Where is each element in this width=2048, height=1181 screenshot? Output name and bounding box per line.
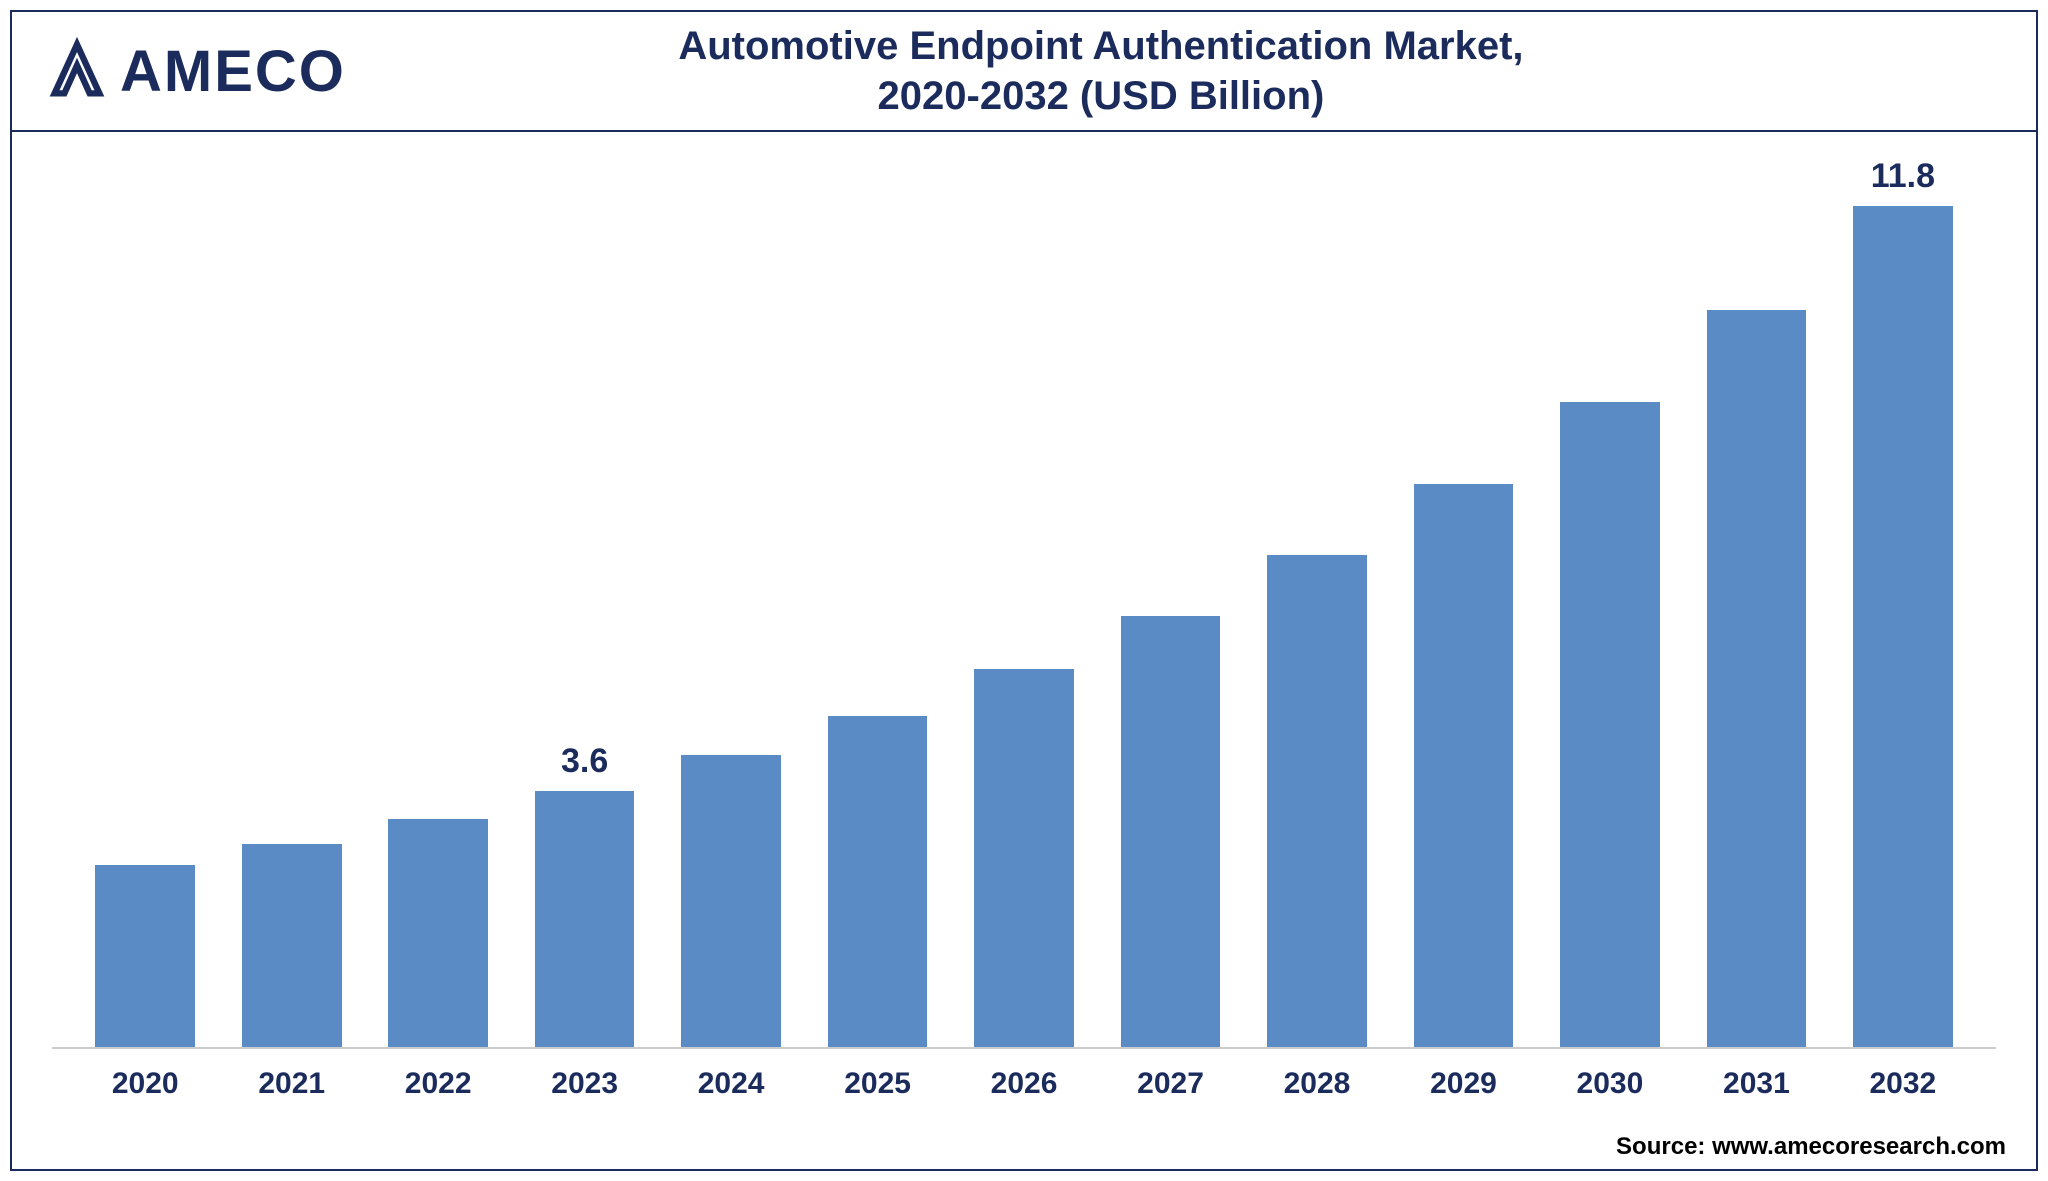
bar-group: 11.8 (1830, 192, 1976, 1047)
bar-group (1683, 192, 1829, 1047)
bar (535, 791, 635, 1048)
logo-icon (42, 36, 112, 106)
bar-group (218, 192, 364, 1047)
bar-group (1390, 192, 1536, 1047)
bar (1121, 616, 1221, 1047)
source-text: Source: www.amecoresearch.com (12, 1121, 2036, 1169)
bar (388, 819, 488, 1047)
logo-text: AMECO (120, 38, 346, 105)
bar (1560, 402, 1660, 1047)
bar-group (1097, 192, 1243, 1047)
chart-title: Automotive Endpoint Authentication Marke… (346, 21, 2016, 121)
logo: AMECO (42, 36, 346, 106)
plot: 3.6 11.8 (52, 192, 1996, 1049)
x-tick: 2023 (511, 1067, 657, 1101)
x-tick: 2022 (365, 1067, 511, 1101)
chart-frame: AMECO Automotive Endpoint Authentication… (10, 10, 2038, 1171)
x-tick: 2020 (72, 1067, 218, 1101)
header: AMECO Automotive Endpoint Authentication… (12, 12, 2036, 132)
x-tick: 2021 (218, 1067, 364, 1101)
bar-group (72, 192, 218, 1047)
bar (974, 669, 1074, 1047)
bar-value-label: 11.8 (1830, 157, 1976, 196)
x-tick: 2027 (1097, 1067, 1243, 1101)
bar-group (1537, 192, 1683, 1047)
title-line1: Automotive Endpoint Authentication Marke… (346, 21, 1856, 71)
x-tick: 2024 (658, 1067, 804, 1101)
bar (681, 755, 781, 1047)
bar-group: 3.6 (511, 192, 657, 1047)
bar (828, 716, 928, 1047)
bar (1267, 555, 1367, 1047)
bar-group (365, 192, 511, 1047)
bar-group (1244, 192, 1390, 1047)
bar (1853, 206, 1953, 1047)
bar (1707, 310, 1807, 1047)
bar-group (804, 192, 950, 1047)
x-tick: 2029 (1390, 1067, 1536, 1101)
bar (95, 865, 195, 1047)
x-tick: 2031 (1683, 1067, 1829, 1101)
x-tick: 2030 (1537, 1067, 1683, 1101)
bar-group (951, 192, 1097, 1047)
bar-value-label: 3.6 (511, 742, 657, 781)
x-tick: 2028 (1244, 1067, 1390, 1101)
x-axis: 2020202120222023202420252026202720282029… (52, 1049, 1996, 1101)
bar-group (658, 192, 804, 1047)
title-line2: 2020-2032 (USD Billion) (346, 71, 1856, 121)
bar (242, 844, 342, 1047)
chart-area: 3.6 11.8 20202021202220232024202520262027… (12, 132, 2036, 1121)
x-tick: 2025 (804, 1067, 950, 1101)
x-tick: 2032 (1830, 1067, 1976, 1101)
bar (1414, 484, 1514, 1047)
x-tick: 2026 (951, 1067, 1097, 1101)
